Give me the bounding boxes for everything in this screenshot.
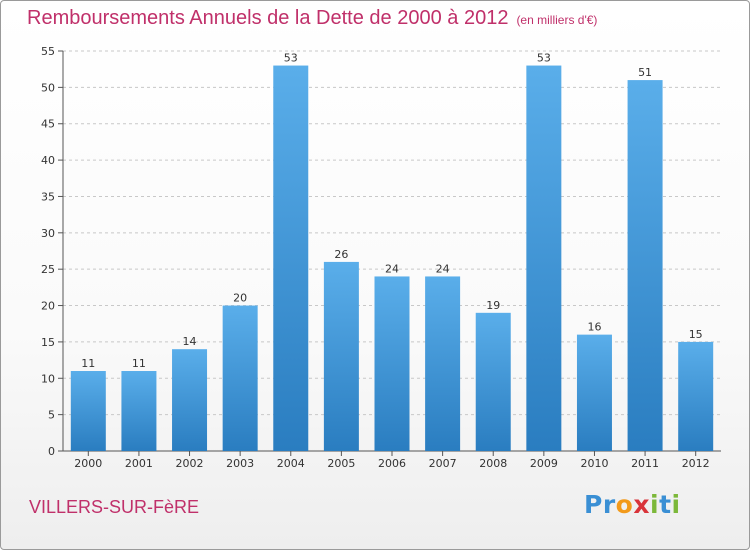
x-tick-label: 2010 — [580, 457, 608, 470]
bar — [172, 349, 208, 451]
data-label: 24 — [385, 262, 399, 275]
chart-title-text: Remboursements Annuels de la Dette de 20… — [27, 7, 509, 29]
data-label: 20 — [233, 292, 247, 305]
bar — [526, 65, 562, 451]
data-label: 14 — [183, 335, 197, 348]
bar — [273, 65, 309, 451]
x-tick-label: 2001 — [125, 457, 153, 470]
x-tick-label: 2005 — [327, 457, 355, 470]
y-tick-label: 25 — [41, 263, 55, 276]
bar — [576, 334, 612, 451]
data-label: 53 — [284, 52, 298, 65]
proxiti-logo: Proxiti — [584, 490, 681, 519]
chart-title: Remboursements Annuels de la Dette de 20… — [27, 7, 597, 30]
logo-letter: P — [584, 490, 603, 519]
y-tick-label: 15 — [41, 336, 55, 349]
y-tick-label: 35 — [41, 190, 55, 203]
y-tick-label: 40 — [41, 154, 55, 167]
bar — [323, 261, 359, 451]
logo-letter: i — [650, 490, 660, 519]
y-tick-label: 45 — [41, 118, 55, 131]
y-tick-label: 5 — [48, 409, 55, 422]
data-label: 16 — [587, 321, 601, 334]
bar — [121, 371, 157, 451]
bar — [475, 312, 511, 451]
logo-letter: x — [633, 490, 650, 519]
x-tick-label: 2000 — [74, 457, 102, 470]
chart-title-unit: (en milliers d'€) — [516, 13, 598, 27]
data-label: 15 — [689, 328, 703, 341]
logo-letter: i — [671, 490, 681, 519]
y-tick-label: 50 — [41, 81, 55, 94]
y-tick-label: 20 — [41, 300, 55, 313]
logo-letter: o — [615, 490, 634, 519]
data-label: 11 — [81, 357, 95, 370]
x-tick-label: 2007 — [429, 457, 457, 470]
data-label: 26 — [334, 248, 348, 261]
x-tick-label: 2008 — [479, 457, 507, 470]
x-tick-label: 2003 — [226, 457, 254, 470]
logo-letter: t — [659, 490, 672, 519]
bar — [222, 305, 258, 451]
data-label: 19 — [486, 299, 500, 312]
y-tick-label: 0 — [48, 445, 55, 458]
x-tick-label: 2009 — [530, 457, 558, 470]
data-label: 53 — [537, 52, 551, 65]
bar — [70, 371, 106, 451]
x-tick-label: 2006 — [378, 457, 406, 470]
x-tick-label: 2002 — [176, 457, 204, 470]
bar — [627, 80, 663, 451]
location-label: VILLERS-SUR-FèRE — [29, 497, 200, 517]
logo-letter: r — [602, 490, 616, 519]
y-tick-label: 55 — [41, 45, 55, 58]
data-label: 24 — [436, 262, 450, 275]
y-tick-label: 30 — [41, 227, 55, 240]
bar — [374, 276, 410, 451]
y-tick-label: 10 — [41, 372, 55, 385]
data-label: 11 — [132, 357, 146, 370]
bar — [425, 276, 461, 451]
x-tick-label: 2011 — [631, 457, 659, 470]
x-tick-label: 2004 — [277, 457, 305, 470]
data-label: 51 — [638, 66, 652, 79]
x-tick-label: 2012 — [682, 457, 710, 470]
bar — [678, 341, 714, 451]
